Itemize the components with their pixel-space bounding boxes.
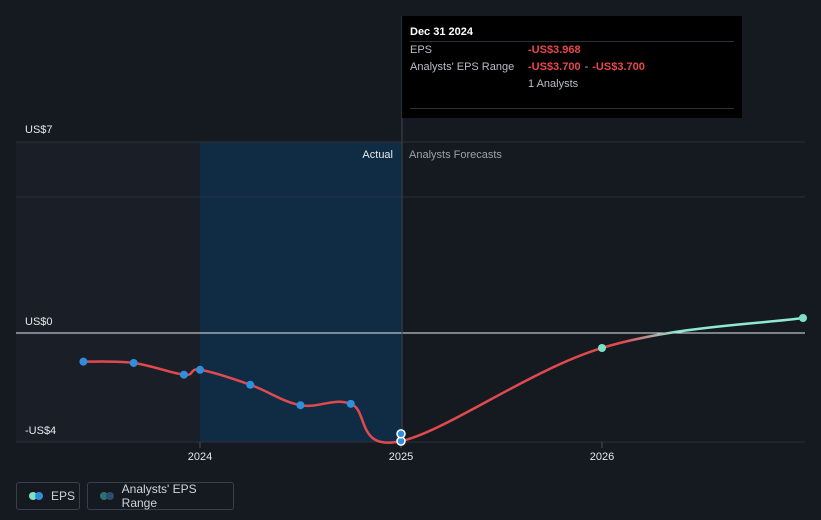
forecast-label: Analysts Forecasts <box>409 149 502 161</box>
tooltip-range-label: Analysts' EPS Range <box>410 61 515 73</box>
eps-legend-icon <box>29 492 45 500</box>
tooltip-analysts: 1 Analysts <box>528 78 579 90</box>
y-tick-label: US$7 <box>25 124 53 136</box>
eps-point <box>799 314 807 323</box>
eps-point <box>296 401 305 410</box>
eps-point <box>598 343 606 352</box>
tooltip-eps-value: -US$3.968 <box>528 44 581 56</box>
y-tick-label: US$0 <box>25 316 53 328</box>
legend-analysts-range[interactable]: Analysts' EPS Range <box>87 482 234 510</box>
tooltip: Dec 31 2024 EPS -US$3.968 Analysts' EPS … <box>402 16 742 118</box>
legend-eps[interactable]: EPS <box>16 482 80 510</box>
eps-point <box>79 357 88 366</box>
x-tick-label: 2025 <box>389 451 413 463</box>
axis-labels: US$7 US$0 -US$4 2024 2025 2026 Actual Analysts … <box>25 124 614 463</box>
legend-range-label: Analysts' EPS Range <box>121 482 197 510</box>
x-tick-label: 2024 <box>188 451 212 463</box>
legend-eps-label: EPS <box>51 489 76 503</box>
y-tick-label: -US$4 <box>25 425 56 437</box>
range-points <box>396 429 406 439</box>
x-tick-label: 2026 <box>590 451 614 463</box>
eps-point <box>196 365 204 374</box>
tooltip-eps-label: EPS <box>410 44 433 56</box>
range-legend-icon <box>100 492 116 500</box>
tooltip-eps-row: EPS -US$3.968 <box>410 41 734 59</box>
eps-points <box>79 314 807 446</box>
tooltip-range-separator: - <box>584 61 589 73</box>
range-point <box>396 429 406 439</box>
eps-point <box>346 399 355 408</box>
tooltip-range-low: -US$3.700 <box>528 61 581 73</box>
tooltip-divider <box>410 108 734 109</box>
tooltip-analysts-row: 1 Analysts <box>410 76 734 93</box>
eps-point <box>246 380 255 389</box>
tooltip-date: Dec 31 2024 <box>410 26 473 38</box>
eps-point <box>179 370 188 379</box>
actual-band <box>200 142 401 442</box>
tooltip-range-high: -US$3.700 <box>592 61 645 73</box>
tooltip-range-row: Analysts' EPS Range -US$3.700 - -US$3.70… <box>410 59 734 76</box>
eps-point <box>129 358 138 367</box>
actual-label: Actual <box>362 149 393 161</box>
